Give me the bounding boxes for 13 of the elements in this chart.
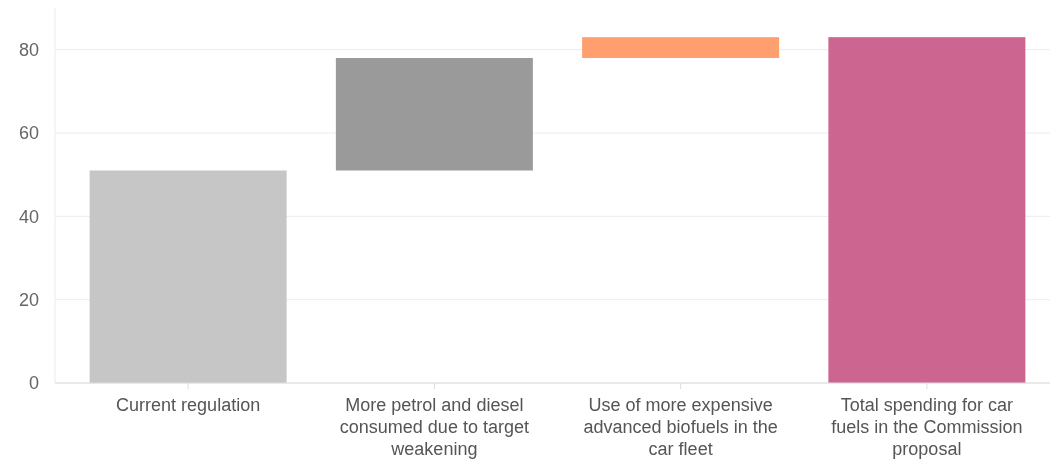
y-tick-label: 0 xyxy=(28,373,39,394)
x-tick-label: Use of more expensive advanced biofuels in the car fleet xyxy=(583,395,778,459)
y-tick-label: 20 xyxy=(18,289,39,310)
y-tick-label: 80 xyxy=(18,39,39,60)
x-tick-label: Total spending for car fuels in the Commission proposal xyxy=(831,395,1023,459)
bar xyxy=(335,58,533,171)
y-tick-label: 40 xyxy=(18,206,39,227)
bar xyxy=(828,37,1026,383)
y-tick-label: 60 xyxy=(18,123,39,144)
x-tick-label: Current regulation xyxy=(116,395,261,415)
bar xyxy=(89,170,287,383)
bar xyxy=(582,37,780,58)
x-tick-label: More petrol and diesel consumed due to target weakening xyxy=(339,395,529,459)
